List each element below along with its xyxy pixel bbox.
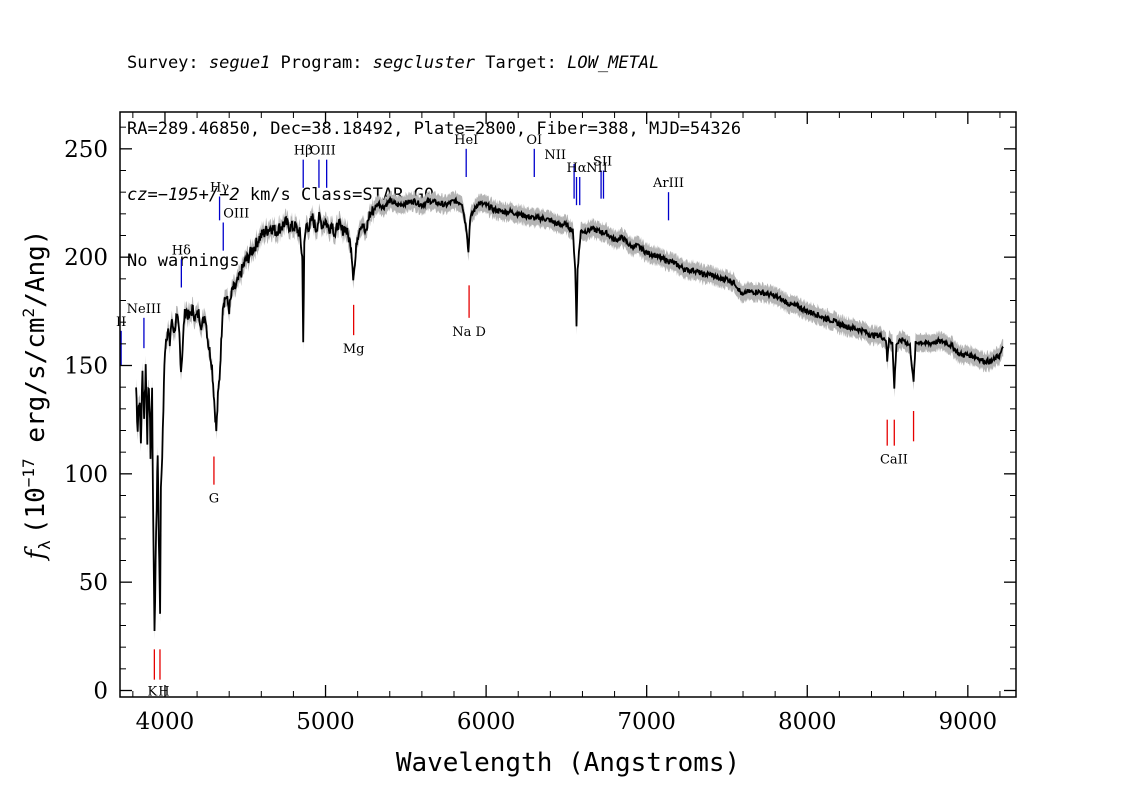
y-axis-post: /Ang) xyxy=(21,230,51,308)
x-tick-label: 8000 xyxy=(778,709,837,735)
y-tick-label: 100 xyxy=(64,462,108,488)
flux-error-band xyxy=(136,190,1004,640)
header-line-coordinates: RA=289.46850, Dec=38.18492, Plate=2800, … xyxy=(127,119,742,139)
emission-line-label: HeI xyxy=(454,133,478,148)
header-line-target: Survey: segue1 Program: segcluster Targe… xyxy=(127,52,741,74)
absorption-line-label: H xyxy=(158,685,169,700)
y-axis-pre: (10 xyxy=(21,487,51,534)
y-tick-label: 250 xyxy=(64,137,108,163)
program-label: Program: xyxy=(270,53,373,73)
emission-line-label: ArIII xyxy=(652,176,684,191)
absorption-line-label: Mg xyxy=(343,342,365,357)
y-axis-title: fλ(10−17 erg/s/cm2/Ang) xyxy=(19,230,54,562)
absorption-line-label: Na D xyxy=(452,325,486,340)
emission-line-label: Hβ xyxy=(294,144,313,159)
spectrum-layer xyxy=(135,195,1004,632)
plot-frame xyxy=(119,111,1017,698)
y-axis-subscript: λ xyxy=(35,540,54,550)
emission-line-label: NII xyxy=(544,148,566,163)
y-axis-exp2: 2 xyxy=(19,308,38,318)
survey-label: Survey: xyxy=(127,53,209,73)
survey-value: segue1 xyxy=(208,53,271,73)
y-axis-mid: erg/s/cm xyxy=(21,317,51,458)
emission-line-label: NII xyxy=(586,161,608,176)
x-tick-label: 4000 xyxy=(136,709,195,735)
axis-ticks-layer: 4000 5000 6000 7000 8000 9000 0 50 100 150 200 250 xyxy=(64,112,1016,735)
absorption-line-label: CaII xyxy=(880,453,908,468)
y-tick-label: 0 xyxy=(93,679,108,705)
emission-line-label: OI xyxy=(526,133,542,148)
emission-line-label: Hγ xyxy=(210,181,229,196)
emission-line-label: OIII xyxy=(223,207,249,222)
y-tick-label: 150 xyxy=(64,354,108,380)
x-axis-title: Wavelength (Angstroms) xyxy=(396,748,740,778)
target-value: LOW_METAL xyxy=(567,53,660,73)
absorption-line-label: G xyxy=(209,492,219,507)
x-tick-label: 5000 xyxy=(296,709,355,735)
emission-line-label: NeIII xyxy=(127,302,161,317)
spectrum-header: Survey: segue1 Program: segcluster Targe… xyxy=(127,8,741,294)
x-tick-label: 6000 xyxy=(457,709,516,735)
y-tick-label: 200 xyxy=(64,245,108,271)
cz-value: cz=−195+/−2 xyxy=(127,185,240,205)
x-tick-label: 7000 xyxy=(617,709,676,735)
emission-line-label: SII xyxy=(593,155,612,170)
error-band-layer xyxy=(136,190,1004,640)
flux-spectrum-line xyxy=(135,195,1004,632)
absorption-line-label: K xyxy=(148,685,158,700)
target-label: Target: xyxy=(475,53,568,73)
y-tick-label: 50 xyxy=(79,570,108,596)
emission-line-label: Hδ xyxy=(172,243,191,258)
program-value: segcluster xyxy=(372,53,476,73)
emission-line-label: Hα xyxy=(566,161,586,176)
emission-line-label: OIII xyxy=(310,144,336,159)
x-tick-label: 9000 xyxy=(939,709,998,735)
y-axis-exp1: −17 xyxy=(19,458,38,487)
